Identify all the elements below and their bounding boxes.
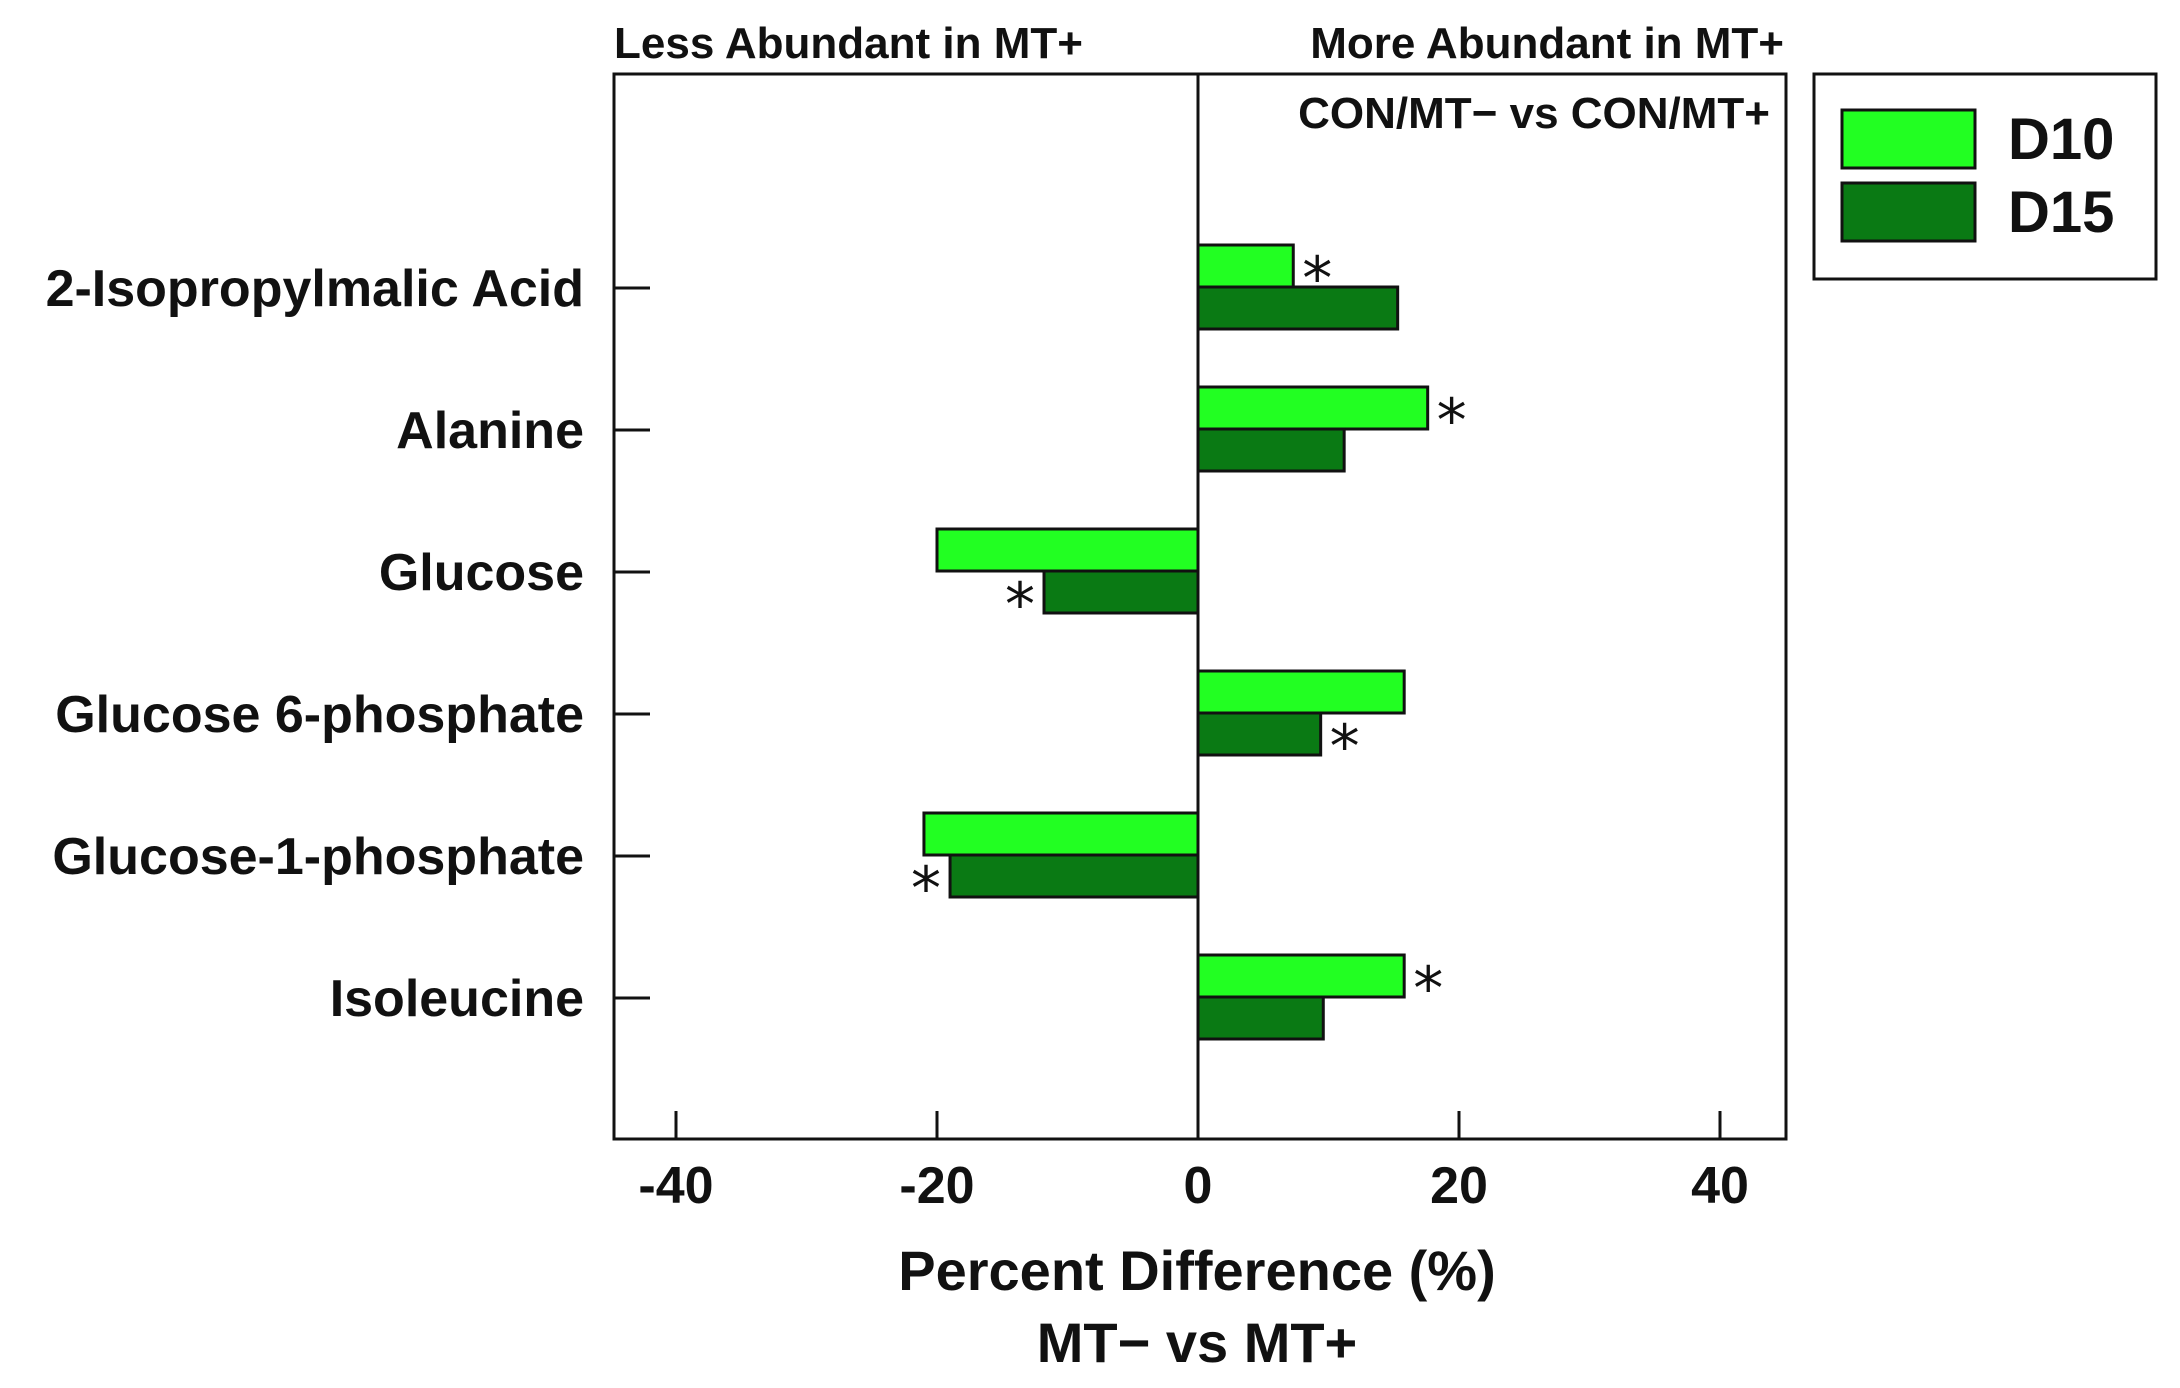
bar-d15-isoleucine [1196,995,1325,1041]
legend-label-d10: D10 [2008,107,2114,172]
legend-frame [1812,72,2158,281]
bar-d15-glucose [1042,569,1200,615]
x-tick-label-3: 20 [1430,1157,1488,1215]
significance-marker-d10-alanine: * [1437,386,1467,456]
significance-marker-d10-2-isopropylmalic-acid: * [1302,244,1332,314]
header-right: More Abundant in MT+ [1310,19,1784,68]
legend-swatch-d15 [1840,181,1977,243]
legend-swatch-d10 [1840,108,1977,170]
category-label-glucose-6-phosphate: Glucose 6-phosphate [55,686,584,744]
x-axis-subtitle: MT− vs MT+ [1037,1311,1358,1374]
x-tick-label-4: 40 [1691,1157,1749,1215]
significance-marker-d10-isoleucine: * [1413,954,1443,1024]
category-label-glucose-1-phosphate: Glucose-1-phosphate [52,828,584,886]
header-left: Less Abundant in MT+ [614,19,1083,68]
bar-d10-isoleucine [1196,953,1406,999]
category-label-glucose: Glucose [379,544,584,602]
legend: D10 D15 [1812,72,2158,281]
bar-d15-glucose-6-phosphate [1196,711,1323,757]
bar-d10-glucose [935,527,1200,573]
significance-marker-d15-glucose-1-phosphate: * [911,854,941,924]
x-tick-label-1: -20 [899,1157,974,1215]
x-axis-title: Percent Difference (%) [898,1239,1496,1302]
plot-frame [612,72,1788,1141]
x-tick-label-2: 0 [1184,1157,1213,1215]
category-label-2-isopropylmalic-acid: 2-Isopropylmalic Acid [46,260,584,318]
x-tick-label-0: -40 [638,1157,713,1215]
bar-d10-2-isopropylmalic-acid [1196,243,1295,289]
bar-d15-glucose-1-phosphate [948,853,1200,899]
category-label-isoleucine: Isoleucine [330,970,584,1028]
bar-d10-glucose-6-phosphate [1196,669,1406,715]
legend-label-d15: D15 [2008,180,2114,245]
bar-d10-glucose-1-phosphate [922,811,1200,857]
significance-marker-d15-glucose: * [1005,570,1035,640]
bar-d15-alanine [1196,427,1346,473]
comparison-label: CON/MT− vs CON/MT+ [1298,89,1770,138]
category-label-alanine: Alanine [396,402,584,460]
significance-marker-d15-glucose-6-phosphate: * [1330,712,1360,782]
bar-d10-alanine [1196,385,1430,431]
bar-d15-2-isopropylmalic-acid [1196,285,1400,331]
